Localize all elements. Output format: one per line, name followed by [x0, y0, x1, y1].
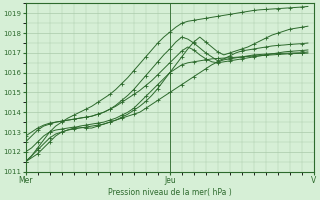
X-axis label: Pression niveau de la mer( hPa ): Pression niveau de la mer( hPa )	[108, 188, 232, 197]
